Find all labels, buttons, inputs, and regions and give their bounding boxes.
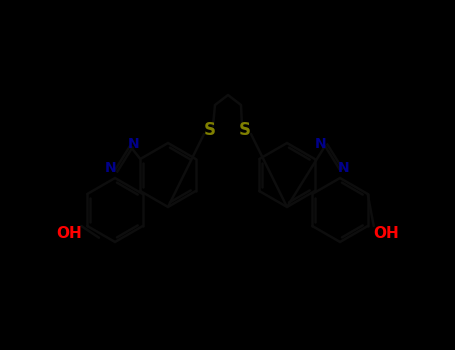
Text: N: N bbox=[105, 161, 117, 175]
Text: OH: OH bbox=[373, 226, 399, 242]
Text: N: N bbox=[128, 137, 140, 151]
Text: OH: OH bbox=[56, 226, 82, 242]
Text: N: N bbox=[338, 161, 350, 175]
Text: N: N bbox=[315, 137, 327, 151]
Text: S: S bbox=[239, 121, 251, 139]
Text: S: S bbox=[204, 121, 216, 139]
